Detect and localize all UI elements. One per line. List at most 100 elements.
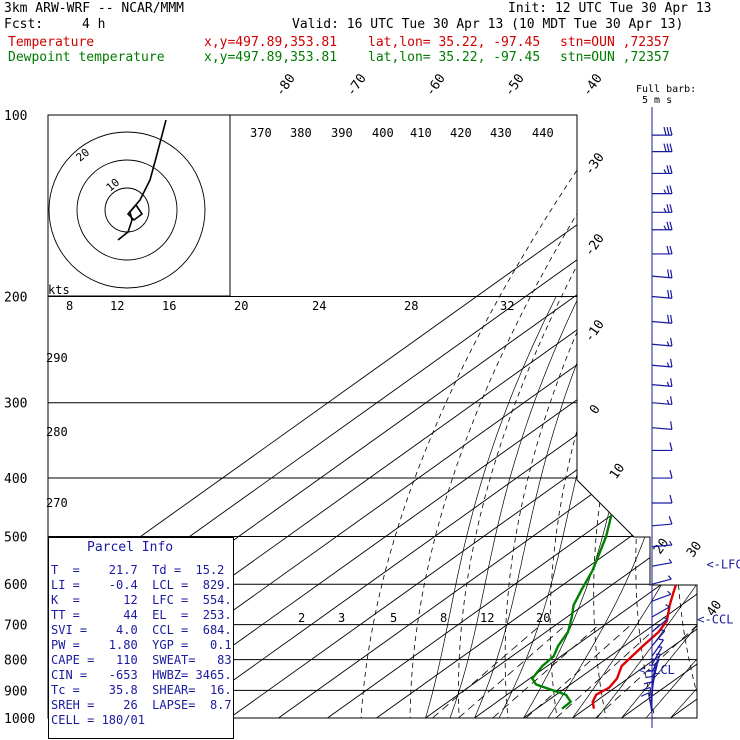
mixing-ratio-label: 20: [536, 611, 550, 625]
theta-label: 290: [46, 351, 68, 365]
temperature-legend: Temperature: [8, 35, 95, 50]
hodograph-ring: [48, 131, 206, 289]
dry-adiabat: [716, 115, 740, 731]
pressure-tick-label: 800: [4, 654, 27, 669]
moist-adiabat: [621, 296, 697, 718]
hodo-kts-tick: 12: [110, 299, 124, 313]
dry-adiabat: [409, 115, 641, 718]
isotherm-label: 0: [587, 402, 604, 417]
valid-time: Valid: 16 UTC Tue 30 Apr 13 (10 MDT Tue …: [292, 17, 684, 32]
isotherm-label: -40: [580, 71, 606, 99]
parcel-level-annotation: <-LFC: [706, 557, 740, 571]
parcel-info-panel: Parcel Info T = 21.7 Td = 15.2 LI = -0.4…: [48, 537, 234, 739]
theta-label: 370: [250, 126, 272, 140]
isotherm-line: [327, 115, 697, 718]
isotherm-label: 20: [651, 536, 672, 557]
isotherm-label: 10: [607, 461, 628, 482]
wind-barb: [652, 143, 673, 153]
init-time: Init: 12 UTC Tue 30 Apr 13: [508, 1, 712, 16]
parcel-row-tt: TT = 44 EL = 253.: [51, 608, 232, 622]
hodo-kts-tick: 32: [500, 299, 514, 313]
mixing-ratio-line: [595, 624, 697, 718]
mixing-ratio-label: 2: [298, 611, 305, 625]
hodo-kts-tick: 28: [404, 299, 418, 313]
moist-adiabat: [498, 296, 635, 718]
dewpoint-latlon: lat,lon= 35.22, -97.45: [368, 50, 541, 65]
dewpoint-profile: [531, 115, 697, 710]
wind-barb: [651, 421, 673, 431]
parcel-row-li: LI = -0.4 LCL = 829.: [51, 578, 232, 592]
wind-barb: [651, 516, 673, 527]
pressure-tick-label: 200: [4, 291, 27, 306]
pressure-tick-label: 700: [4, 619, 27, 634]
wind-barbs: [640, 107, 673, 728]
dewpoint-xy: x,y=497.89,353.81: [204, 50, 338, 65]
wind-barb: [651, 616, 668, 633]
wind-barb: [652, 127, 673, 136]
parcel-level-annotation: <-CCL: [697, 613, 733, 627]
pressure-tick-label: 900: [4, 684, 27, 699]
dry-adiabat: [549, 115, 697, 718]
isotherm-label: -10: [582, 317, 608, 345]
pressure-tick-label: 600: [4, 578, 27, 593]
forecast-label: Fcst:: [4, 17, 44, 32]
hodo-kts-tick: 20: [234, 299, 248, 313]
dry-adiabat: [676, 115, 697, 718]
parcel-row-t: T = 21.7 Td = 15.2: [51, 563, 225, 577]
pressure-tick-label: 500: [4, 530, 27, 545]
isotherm-line: [474, 115, 697, 718]
parcel-row-sreh: SREH = 26 LAPSE= 8.7: [51, 698, 232, 712]
pressure-tick-label: 300: [4, 397, 27, 412]
mixing-ratio-line: [555, 624, 661, 718]
wind-barb: [651, 358, 673, 368]
hodo-kts-tick: 16: [162, 299, 176, 313]
wind-barb: [651, 314, 673, 324]
isotherm-line: [278, 115, 697, 718]
hodo-kts-label: kts: [48, 283, 70, 297]
parcel-row-svi: SVI = 4.0 CCL = 684.: [51, 623, 232, 637]
isotherm-label: -30: [582, 150, 608, 178]
theta-label: 380: [290, 126, 312, 140]
wind-barb: [651, 638, 664, 657]
theta-label: 390: [331, 126, 353, 140]
mixing-ratio-label: 12: [480, 611, 494, 625]
wind-barb: [651, 558, 673, 567]
pressure-tick-label: 1000: [4, 712, 35, 727]
theta-label: 280: [46, 425, 68, 439]
parcel-level-annotation: <-LCL: [639, 663, 675, 677]
temperature-station: stn=OUN ,72357: [560, 35, 670, 50]
moist-adiabat: [645, 296, 697, 718]
isotherm-line: [376, 115, 697, 718]
parcel-row-tc: Tc = 35.8 SHEAR= 16.: [51, 683, 232, 697]
wind-barb: [652, 221, 673, 231]
forecast-hour: 4 h: [82, 17, 106, 32]
mixing-ratio-label: 3: [338, 611, 345, 625]
wind-barb: [652, 165, 673, 175]
moist-adiabat: [596, 296, 697, 718]
wind-barb: [651, 289, 673, 299]
hodo-kts-tick: 8: [66, 299, 73, 313]
theta-label: 270: [46, 496, 68, 510]
isotherm-label: -80: [273, 71, 299, 99]
mixing-ratio-line: [492, 624, 600, 718]
isotherm-line: [425, 115, 697, 718]
mixing-ratio-line: [525, 624, 632, 718]
theta-label: 410: [410, 126, 432, 140]
mixing-ratio-line: [432, 624, 542, 718]
isotherm-label: -70: [344, 71, 370, 99]
mixing-ratio-line: [458, 624, 567, 718]
isotherm-label: 30: [684, 539, 705, 560]
parcel-info-title: Parcel Info: [87, 540, 174, 555]
plot-frame: [47, 114, 698, 719]
isotherm-line: [523, 115, 697, 718]
wind-barb: [652, 494, 673, 504]
hodograph-ring: [76, 159, 178, 261]
isotherm-line: [131, 115, 697, 718]
moist-adiabat: [670, 296, 697, 718]
isotherm-line: [720, 115, 740, 718]
theta-label: 430: [490, 126, 512, 140]
wind-barb: [652, 245, 673, 255]
pressure-tick-label: 400: [4, 472, 27, 487]
